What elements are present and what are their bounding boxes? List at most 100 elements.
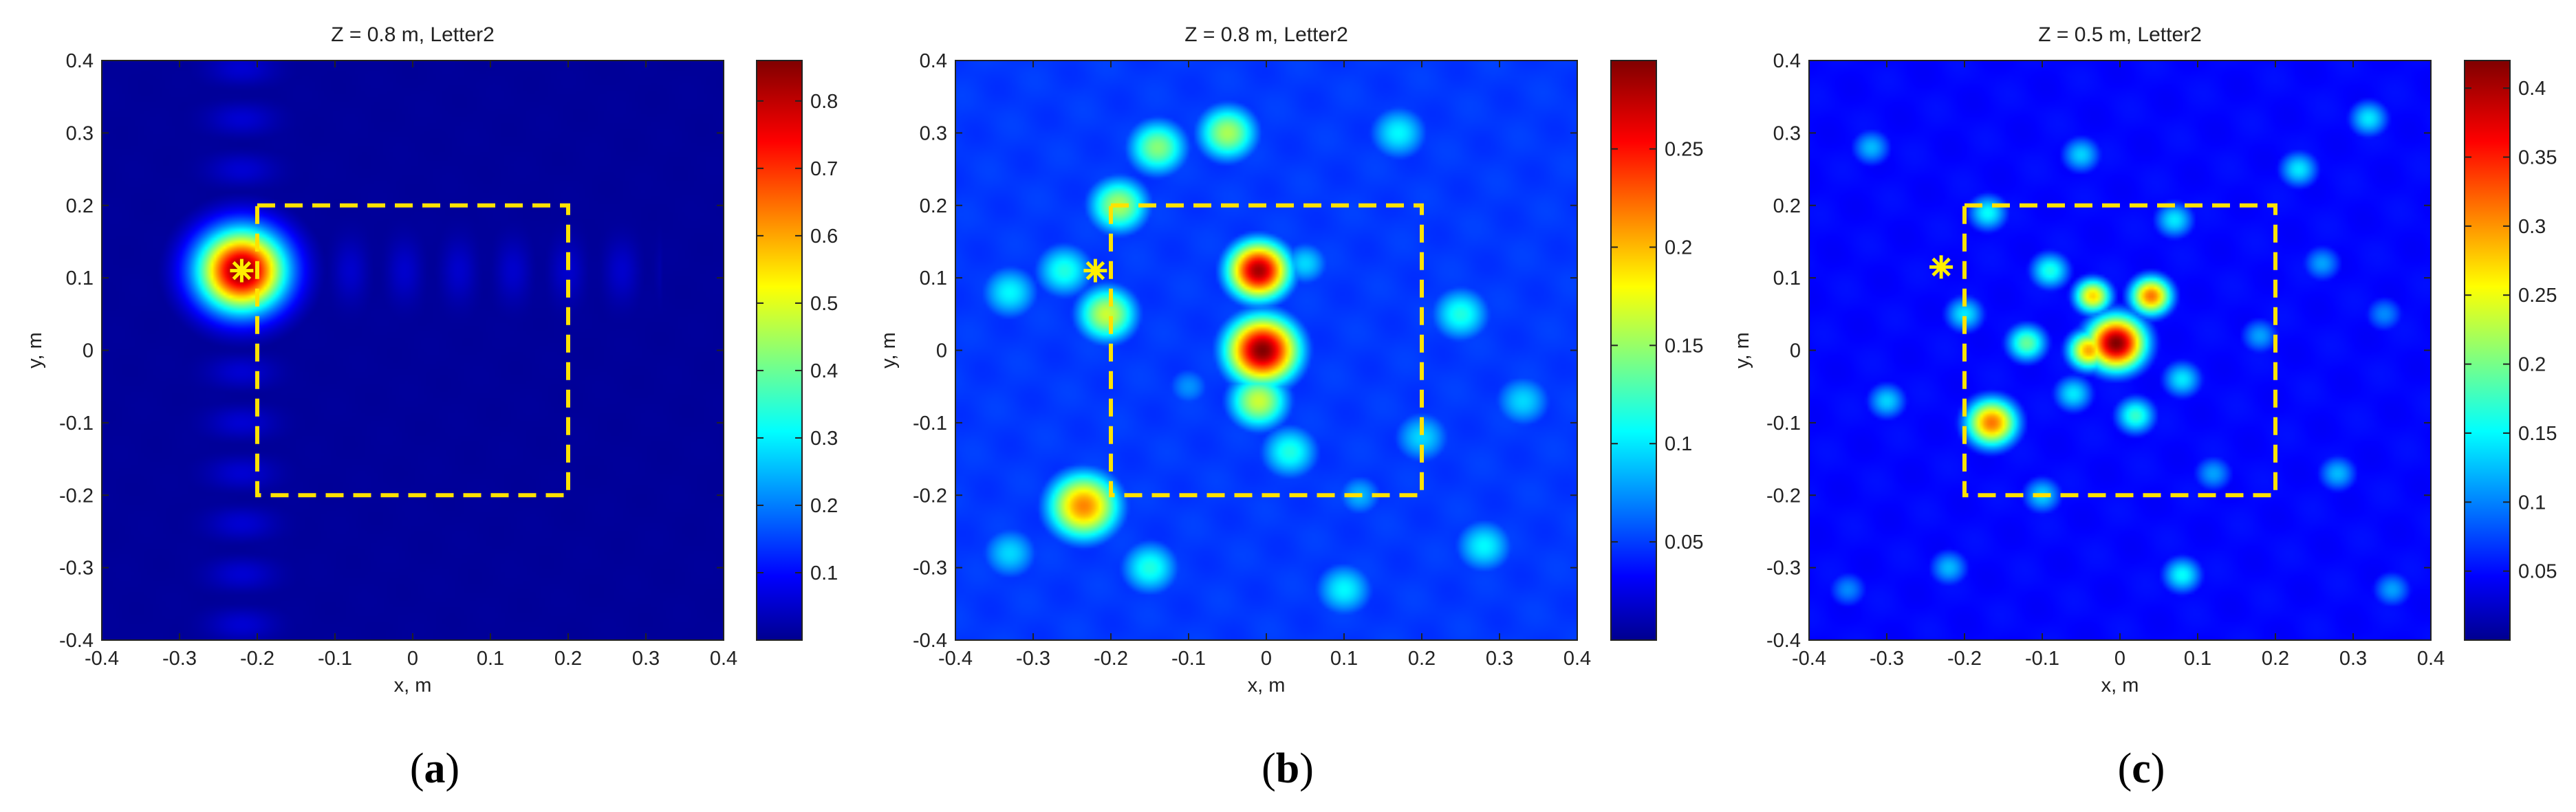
- x-tick-label: -0.1: [2025, 648, 2059, 670]
- y-tick-label: 0.3: [66, 122, 94, 144]
- x-tick-label: 0.3: [632, 648, 660, 670]
- colorbar-tick-label: 0.2: [810, 495, 838, 517]
- x-axis-label: x, m: [394, 674, 432, 696]
- x-tick-label: -0.4: [1792, 648, 1826, 670]
- region-box: [255, 203, 570, 498]
- y-tick-label: -0.3: [913, 558, 947, 580]
- colorbar-tick-label: 0.2: [1665, 237, 1692, 259]
- y-tick-label: -0.4: [1766, 630, 1801, 652]
- y-tick-label: -0.3: [59, 558, 94, 580]
- y-tick-label: -0.4: [913, 630, 947, 652]
- y-tick-label: -0.1: [913, 413, 947, 435]
- x-tick-label: 0.2: [1408, 648, 1436, 670]
- x-tick-label: 0.2: [2262, 648, 2289, 670]
- x-axis-label: x, m: [1248, 674, 1286, 696]
- y-tick-label: 0.4: [920, 50, 947, 72]
- colorbar-tick-label: 0.25: [1665, 139, 1703, 161]
- colorbar-tick-label: 0.8: [810, 91, 838, 113]
- colorbar-tick-label: 0.4: [810, 360, 838, 382]
- y-tick-label: 0.1: [66, 267, 94, 289]
- colorbar-tick-label: 0.3: [810, 428, 838, 450]
- panel-title: Z = 0.8 m, Letter2: [1184, 23, 1348, 46]
- y-tick-label: 0: [936, 340, 947, 362]
- y-tick-label: 0.2: [66, 195, 94, 217]
- colorbar-tick-label: 0.35: [2518, 147, 2557, 169]
- x-tick-label: 0.1: [2184, 648, 2211, 670]
- x-tick-label: 0: [407, 648, 418, 670]
- y-tick-label: 0.4: [66, 50, 94, 72]
- x-tick-label: -0.3: [1870, 648, 1904, 670]
- colorbar-tick-label: 0.15: [2518, 423, 2557, 445]
- heatmap-image: [1809, 61, 2431, 640]
- source-marker: [230, 259, 254, 283]
- y-axis-label: y, m: [24, 332, 46, 369]
- y-tick-label: 0.1: [920, 267, 947, 289]
- subfigure-label: (a): [410, 745, 459, 792]
- colorbar-tick-label: 0.4: [2518, 78, 2546, 100]
- x-tick-label: 0.3: [1486, 648, 1513, 670]
- source-marker: [1929, 255, 1953, 279]
- subfigure-label: (b): [1262, 745, 1314, 792]
- colorbar: [756, 60, 803, 641]
- colorbar-tick-label: 0.15: [1665, 335, 1703, 357]
- colorbar-tick-label: 0.2: [2518, 354, 2546, 376]
- region-box: [1109, 203, 1424, 498]
- y-tick-label: 0.1: [1773, 267, 1801, 289]
- x-tick-label: 0.1: [477, 648, 504, 670]
- y-axis-label: y, m: [878, 332, 900, 369]
- region-box: [1962, 203, 2277, 498]
- x-tick-label: -0.1: [318, 648, 352, 670]
- x-tick-label: 0.4: [2417, 648, 2445, 670]
- panel-title: Z = 0.5 m, Letter2: [2038, 23, 2202, 46]
- colorbar-tick-label: 0.5: [810, 293, 838, 315]
- y-tick-label: -0.2: [1766, 485, 1801, 507]
- x-tick-label: 0.1: [1330, 648, 1358, 670]
- x-axis-label: x, m: [2101, 674, 2139, 696]
- y-tick-label: 0.2: [920, 195, 947, 217]
- y-tick-label: 0.3: [1773, 122, 1801, 144]
- colorbar-tick-label: 0.1: [2518, 492, 2546, 514]
- y-tick-label: 0.4: [1773, 50, 1801, 72]
- colorbar-tick-label: 0.3: [2518, 216, 2546, 238]
- x-tick-label: 0: [2114, 648, 2125, 670]
- colorbar-tick-label: 0.1: [1665, 433, 1692, 455]
- x-tick-label: 0.3: [2339, 648, 2367, 670]
- colorbar-tick-label: 0.7: [810, 158, 838, 180]
- x-tick-label: 0.2: [554, 648, 582, 670]
- heatmap-image: [102, 61, 724, 640]
- panel-a: -0.4 -0.3 -0.2 -0.1 0 0.1 0.2 0.3 0.4 0.4 0.3 0.2 0.…: [24, 23, 838, 792]
- subfigure-label: (c): [2118, 745, 2165, 792]
- y-tick-label: -0.2: [59, 485, 94, 507]
- x-tick-label: 0.4: [1563, 648, 1591, 670]
- colorbar-tick-label: 0.05: [2518, 561, 2557, 583]
- y-tick-label: 0: [83, 340, 94, 362]
- x-tick-label: -0.2: [1947, 648, 1982, 670]
- x-tick-label: -0.3: [1016, 648, 1050, 670]
- heatmap-image: [955, 61, 1577, 640]
- y-tick-label: -0.1: [59, 413, 94, 435]
- panel-title: Z = 0.8 m, Letter2: [331, 23, 495, 46]
- x-tick-label: -0.4: [85, 648, 119, 670]
- x-tick-label: -0.3: [162, 648, 197, 670]
- x-tick-label: -0.1: [1171, 648, 1206, 670]
- y-tick-label: -0.3: [1766, 558, 1801, 580]
- x-tick-label: 0.4: [710, 648, 737, 670]
- y-tick-label: -0.4: [59, 630, 94, 652]
- colorbar-tick-label: 0.25: [2518, 285, 2557, 307]
- y-tick-label: 0: [1790, 340, 1801, 362]
- y-tick-label: -0.2: [913, 485, 947, 507]
- colorbar-tick-label: 0.6: [810, 226, 838, 248]
- colorbar-tick-label: 0.05: [1665, 531, 1703, 553]
- source-marker: [1083, 259, 1107, 283]
- colorbar-tick-label: 0.1: [810, 562, 838, 584]
- x-tick-label: -0.2: [1094, 648, 1128, 670]
- panel-c: -0.4 -0.3 -0.2 -0.1 0 0.1 0.2 0.3 0.4 0.4 0.3 0.2 0.…: [1731, 23, 2557, 792]
- x-tick-label: 0: [1261, 648, 1272, 670]
- y-tick-label: -0.1: [1766, 413, 1801, 435]
- panel-b: -0.4 -0.3 -0.2 -0.1 0 0.1 0.2 0.3 0.4 0.4 0.3 0.2 0.…: [878, 23, 1703, 792]
- colorbar: [1610, 60, 1657, 641]
- y-axis-label: y, m: [1731, 332, 1753, 369]
- x-tick-label: -0.2: [240, 648, 274, 670]
- x-tick-label: -0.4: [938, 648, 973, 670]
